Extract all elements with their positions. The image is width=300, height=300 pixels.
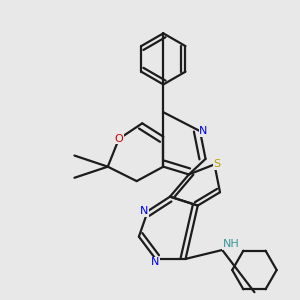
- Text: S: S: [213, 159, 220, 170]
- Text: N: N: [152, 257, 160, 267]
- Text: O: O: [115, 134, 123, 144]
- Text: NH: NH: [223, 239, 239, 249]
- Text: N: N: [140, 206, 148, 216]
- Text: N: N: [199, 126, 208, 136]
